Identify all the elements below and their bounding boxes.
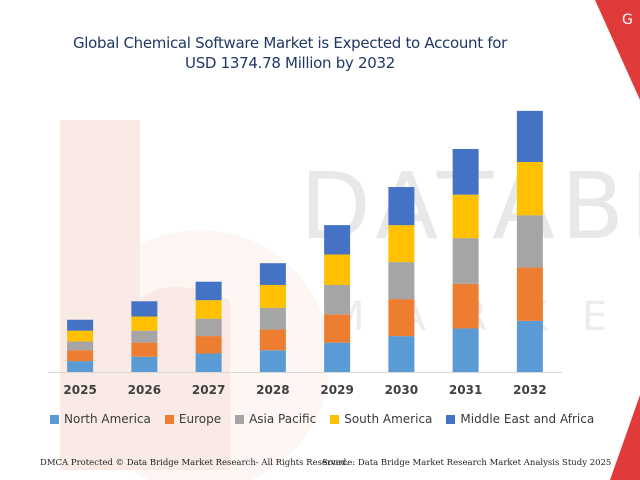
watermark-text-bottom: MARKETS [330,294,640,340]
bar-segment-2027-europe [195,336,222,354]
bar-segment-2032-north-america [516,320,543,372]
bar-segment-2032-south-america [516,162,543,216]
bar-segment-2031-middle-east-and-africa [452,148,479,195]
legend-label: Europe [178,412,222,426]
bar-segment-2030-south-america [388,225,415,263]
bar-segment-2032-europe [516,267,543,321]
chart-title-line-1: Global Chemical Software Market is Expec… [72,34,508,52]
bar-segment-2032-middle-east-and-africa [516,110,543,163]
bar-segment-2027-middle-east-and-africa [195,281,222,301]
legend-item: North America [50,412,151,426]
bar-segment-2025-asia-pacific [67,341,94,351]
legend-item: Europe [164,412,222,426]
bar-segment-2026-north-america [131,356,158,372]
footer-source: Source: Data Bridge Market Research Mark… [322,458,612,468]
bar-segment-2025-south-america [67,330,94,342]
bar-segment-2031-europe [452,283,479,329]
bar-segment-2028-south-america [259,284,286,308]
bar-segment-2029-north-america [324,342,351,372]
bar-segment-2028-middle-east-and-africa [259,263,286,285]
bar-segment-2031-south-america [452,194,479,239]
bar-segment-2026-europe [131,342,158,357]
bar-segment-2028-asia-pacific [259,307,286,330]
legend-item: Asia Pacific [235,412,316,426]
x-tick-label: 2025 [63,383,96,397]
bar-segment-2031-asia-pacific [452,238,479,284]
bar-segment-2030-europe [388,299,415,337]
logo-watermark-shape [60,120,230,470]
legend-swatch [446,414,456,424]
bar-segment-2029-south-america [324,254,351,285]
bar-segment-2025-north-america [67,361,94,372]
bar-segment-2025-middle-east-and-africa [67,319,94,331]
corner-accent-shape [595,0,640,100]
bar-segment-2027-asia-pacific [195,318,222,337]
bar-segment-2025-europe [67,350,94,362]
bar-segment-2030-asia-pacific [388,262,415,300]
legend-label: Asia Pacific [249,412,317,426]
right-edge-accent-shape [610,395,640,480]
legend-item: Middle East and Africa [446,412,594,426]
bar-segment-2029-middle-east-and-africa [324,225,351,255]
legend-label: South America [344,412,433,426]
legend-label: Middle East and Africa [460,412,595,426]
corner-text: G [622,12,633,28]
bar-segment-2029-europe [324,314,351,343]
bar-segment-2026-south-america [131,316,158,331]
bar-segment-2028-north-america [259,350,286,372]
bar-segment-2027-north-america [195,353,222,372]
x-tick-label: 2027 [192,383,225,397]
footer-copyright: DMCA Protected © Data Bridge Market Rese… [40,458,350,468]
legend-swatch [235,414,245,424]
legend-swatch [50,414,59,424]
x-tick-label: 2029 [320,383,353,397]
bar-segment-2032-asia-pacific [516,215,543,268]
chart-legend: North America Europe Asia Pacific South Ame… [50,410,594,428]
bar-segment-2026-asia-pacific [131,330,158,343]
chart-title-line-2: USD 1374.78 Million by 2032 [185,54,395,72]
legend-item: South America [330,412,432,426]
x-tick-label: 2031 [449,383,482,397]
bar-segment-2031-north-america [452,328,479,372]
x-tick-label: 2028 [256,383,289,397]
stacked-bar-chart: 2025 2026 2027 2028 2029 2030 2031 2032 [48,110,562,397]
legend-label: North America [64,412,151,426]
legend-swatch [164,414,174,424]
bar-segment-2028-europe [259,329,286,351]
bar-segment-2029-asia-pacific [324,284,351,315]
x-tick-label: 2030 [385,383,418,397]
legend-swatch [330,414,340,424]
bar-segment-2027-south-america [195,300,222,319]
bar-segment-2030-middle-east-and-africa [388,187,415,226]
x-tick-label: 2026 [128,383,161,397]
x-tick-label: 2032 [513,383,546,397]
bar-segment-2026-middle-east-and-africa [131,301,158,317]
bar-segment-2030-north-america [388,336,415,372]
